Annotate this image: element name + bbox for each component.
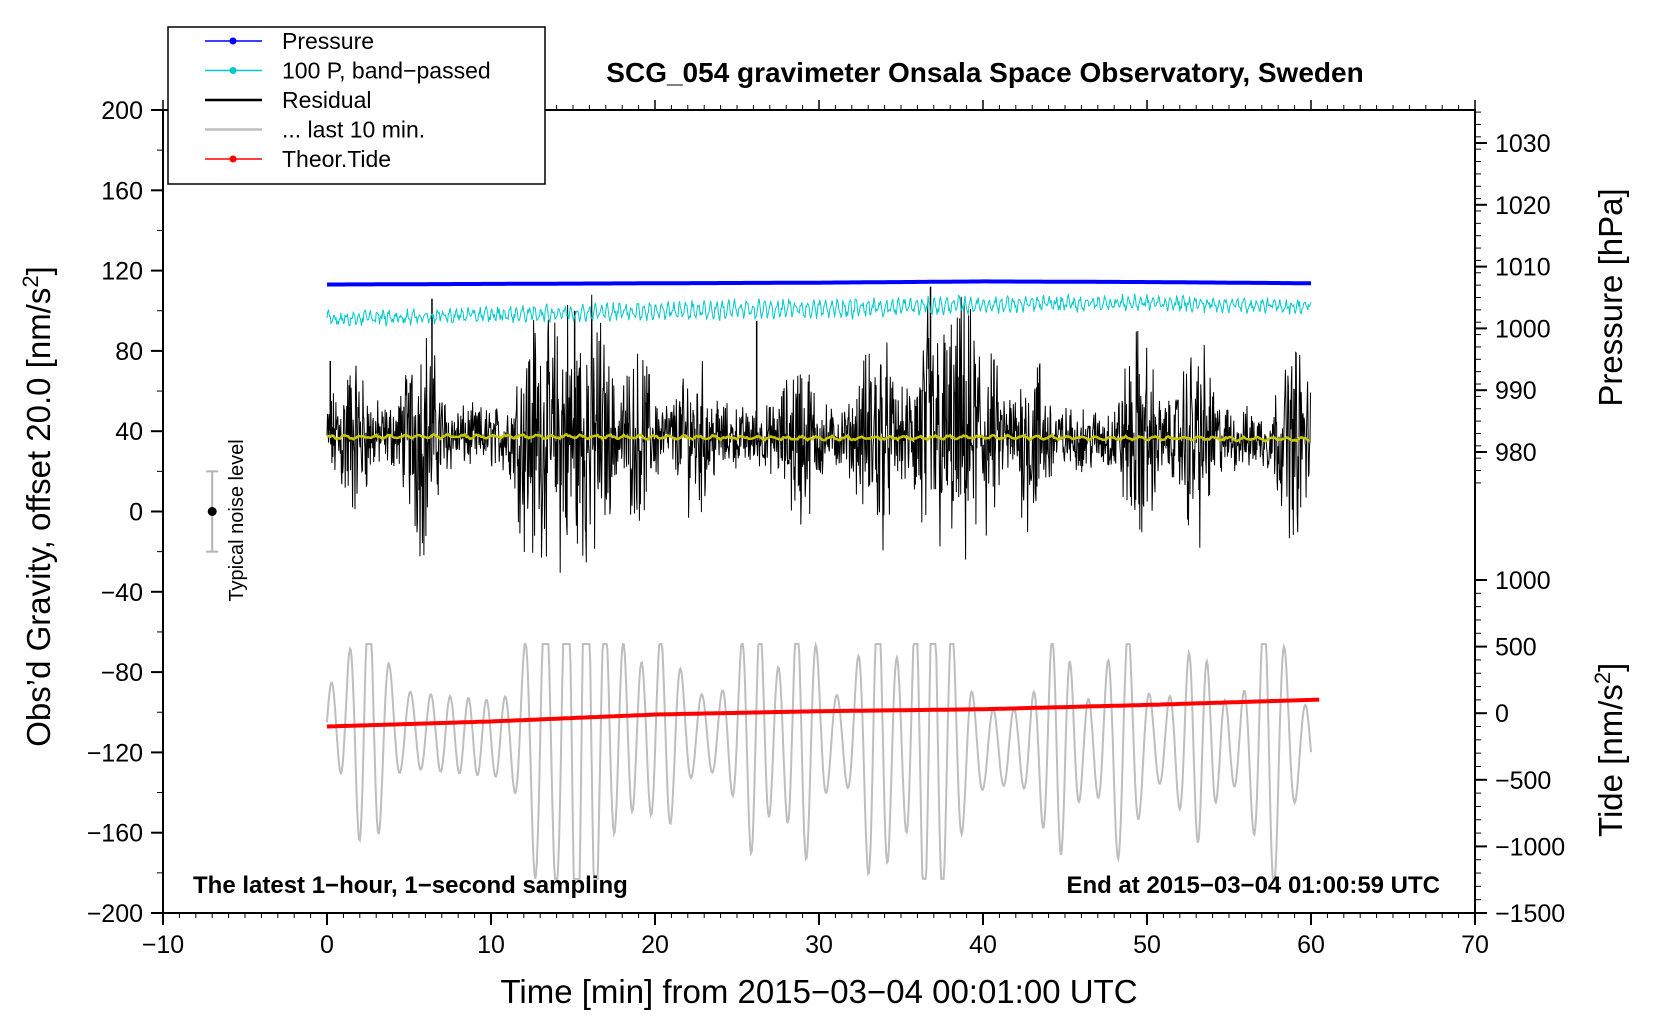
y-axis-label-tide: Tide [nm/s2] bbox=[1590, 663, 1629, 837]
pressure-line bbox=[327, 279, 1311, 287]
legend-label: Residual bbox=[282, 87, 372, 113]
legend-marker bbox=[229, 37, 237, 45]
legend-label: Pressure bbox=[282, 28, 374, 54]
y-axis-label-pressure: Pressure [hPa] bbox=[1592, 188, 1629, 406]
y-tick-label: 200 bbox=[101, 97, 143, 125]
x-axis-label: Time [min] from 2015−03−04 00:01:00 UTC bbox=[500, 973, 1137, 1010]
y-tick-label: −200 bbox=[87, 900, 143, 928]
annotation-left: The latest 1−hour, 1−second sampling bbox=[193, 872, 628, 899]
x-tick-label: 70 bbox=[1461, 931, 1489, 959]
tide-tick-label: −1500 bbox=[1495, 900, 1565, 928]
y-axis-label-left: Obs’d Gravity, offset 20.0 [nm/s2] bbox=[18, 266, 57, 747]
x-tick-label: 40 bbox=[969, 931, 997, 959]
labels-group: Typical noise level−10 0 10 20 30 40 50 60 70200… bbox=[18, 57, 1629, 1010]
tide-tick-label: −500 bbox=[1495, 767, 1551, 795]
y-tick-label: 80 bbox=[115, 338, 143, 366]
y-tick-label: 120 bbox=[101, 258, 143, 286]
x-tick-label: 0 bbox=[320, 931, 334, 959]
x-tick-label: 60 bbox=[1297, 931, 1325, 959]
y-tick-label: 160 bbox=[101, 177, 143, 205]
smoothed-residual-line bbox=[326, 432, 1311, 443]
legend-label: ... last 10 min. bbox=[282, 117, 425, 143]
pressure-tick-label: 990 bbox=[1495, 377, 1537, 405]
y-tick-label: −40 bbox=[101, 579, 143, 607]
axes-group bbox=[151, 100, 1487, 925]
y-tick-label: −80 bbox=[101, 659, 143, 687]
series-group bbox=[206, 279, 1320, 880]
chart-title: SCG_054 gravimeter Onsala Space Observat… bbox=[606, 57, 1363, 88]
y-tick-label: 0 bbox=[129, 499, 143, 527]
tide-tick-label: 1000 bbox=[1495, 567, 1551, 595]
x-tick-label: 10 bbox=[477, 931, 505, 959]
tide-tick-label: 0 bbox=[1495, 700, 1509, 728]
legend-marker bbox=[229, 67, 237, 74]
pressure-tick-label: 1010 bbox=[1495, 254, 1551, 282]
annotation-right: End at 2015−03−04 01:00:59 UTC bbox=[1066, 872, 1440, 899]
legend-label: Theor.Tide bbox=[282, 146, 391, 172]
pressure-tick-label: 980 bbox=[1495, 439, 1537, 467]
residual-line bbox=[326, 294, 1311, 573]
legend-label: 100 P, band−passed bbox=[282, 58, 491, 84]
noise-label: Typical noise level bbox=[226, 439, 248, 601]
x-tick-label: 20 bbox=[641, 931, 669, 959]
tide-tick-label: −1000 bbox=[1495, 833, 1565, 861]
pressure-tick-label: 1000 bbox=[1495, 315, 1551, 343]
x-tick-label: 50 bbox=[1133, 931, 1161, 959]
legend-marker bbox=[229, 155, 237, 163]
pressure-tick-label: 1030 bbox=[1495, 130, 1551, 158]
y-tick-label: −120 bbox=[87, 739, 143, 767]
x-tick-label: −10 bbox=[142, 931, 184, 959]
y-tick-label: −160 bbox=[87, 820, 143, 848]
band-passed-line bbox=[326, 292, 1312, 327]
pressure-tick-label: 1020 bbox=[1495, 192, 1551, 220]
tide-tick-label: 500 bbox=[1495, 634, 1537, 662]
theoretical-tide-line bbox=[326, 697, 1320, 729]
last-10-min-line bbox=[326, 641, 1312, 880]
legend: Pressure 100 P, band−passed Residual ... la… bbox=[167, 26, 546, 185]
y-tick-label: 40 bbox=[115, 418, 143, 446]
x-tick-label: 30 bbox=[805, 931, 833, 959]
noise-center-dot bbox=[207, 507, 217, 516]
